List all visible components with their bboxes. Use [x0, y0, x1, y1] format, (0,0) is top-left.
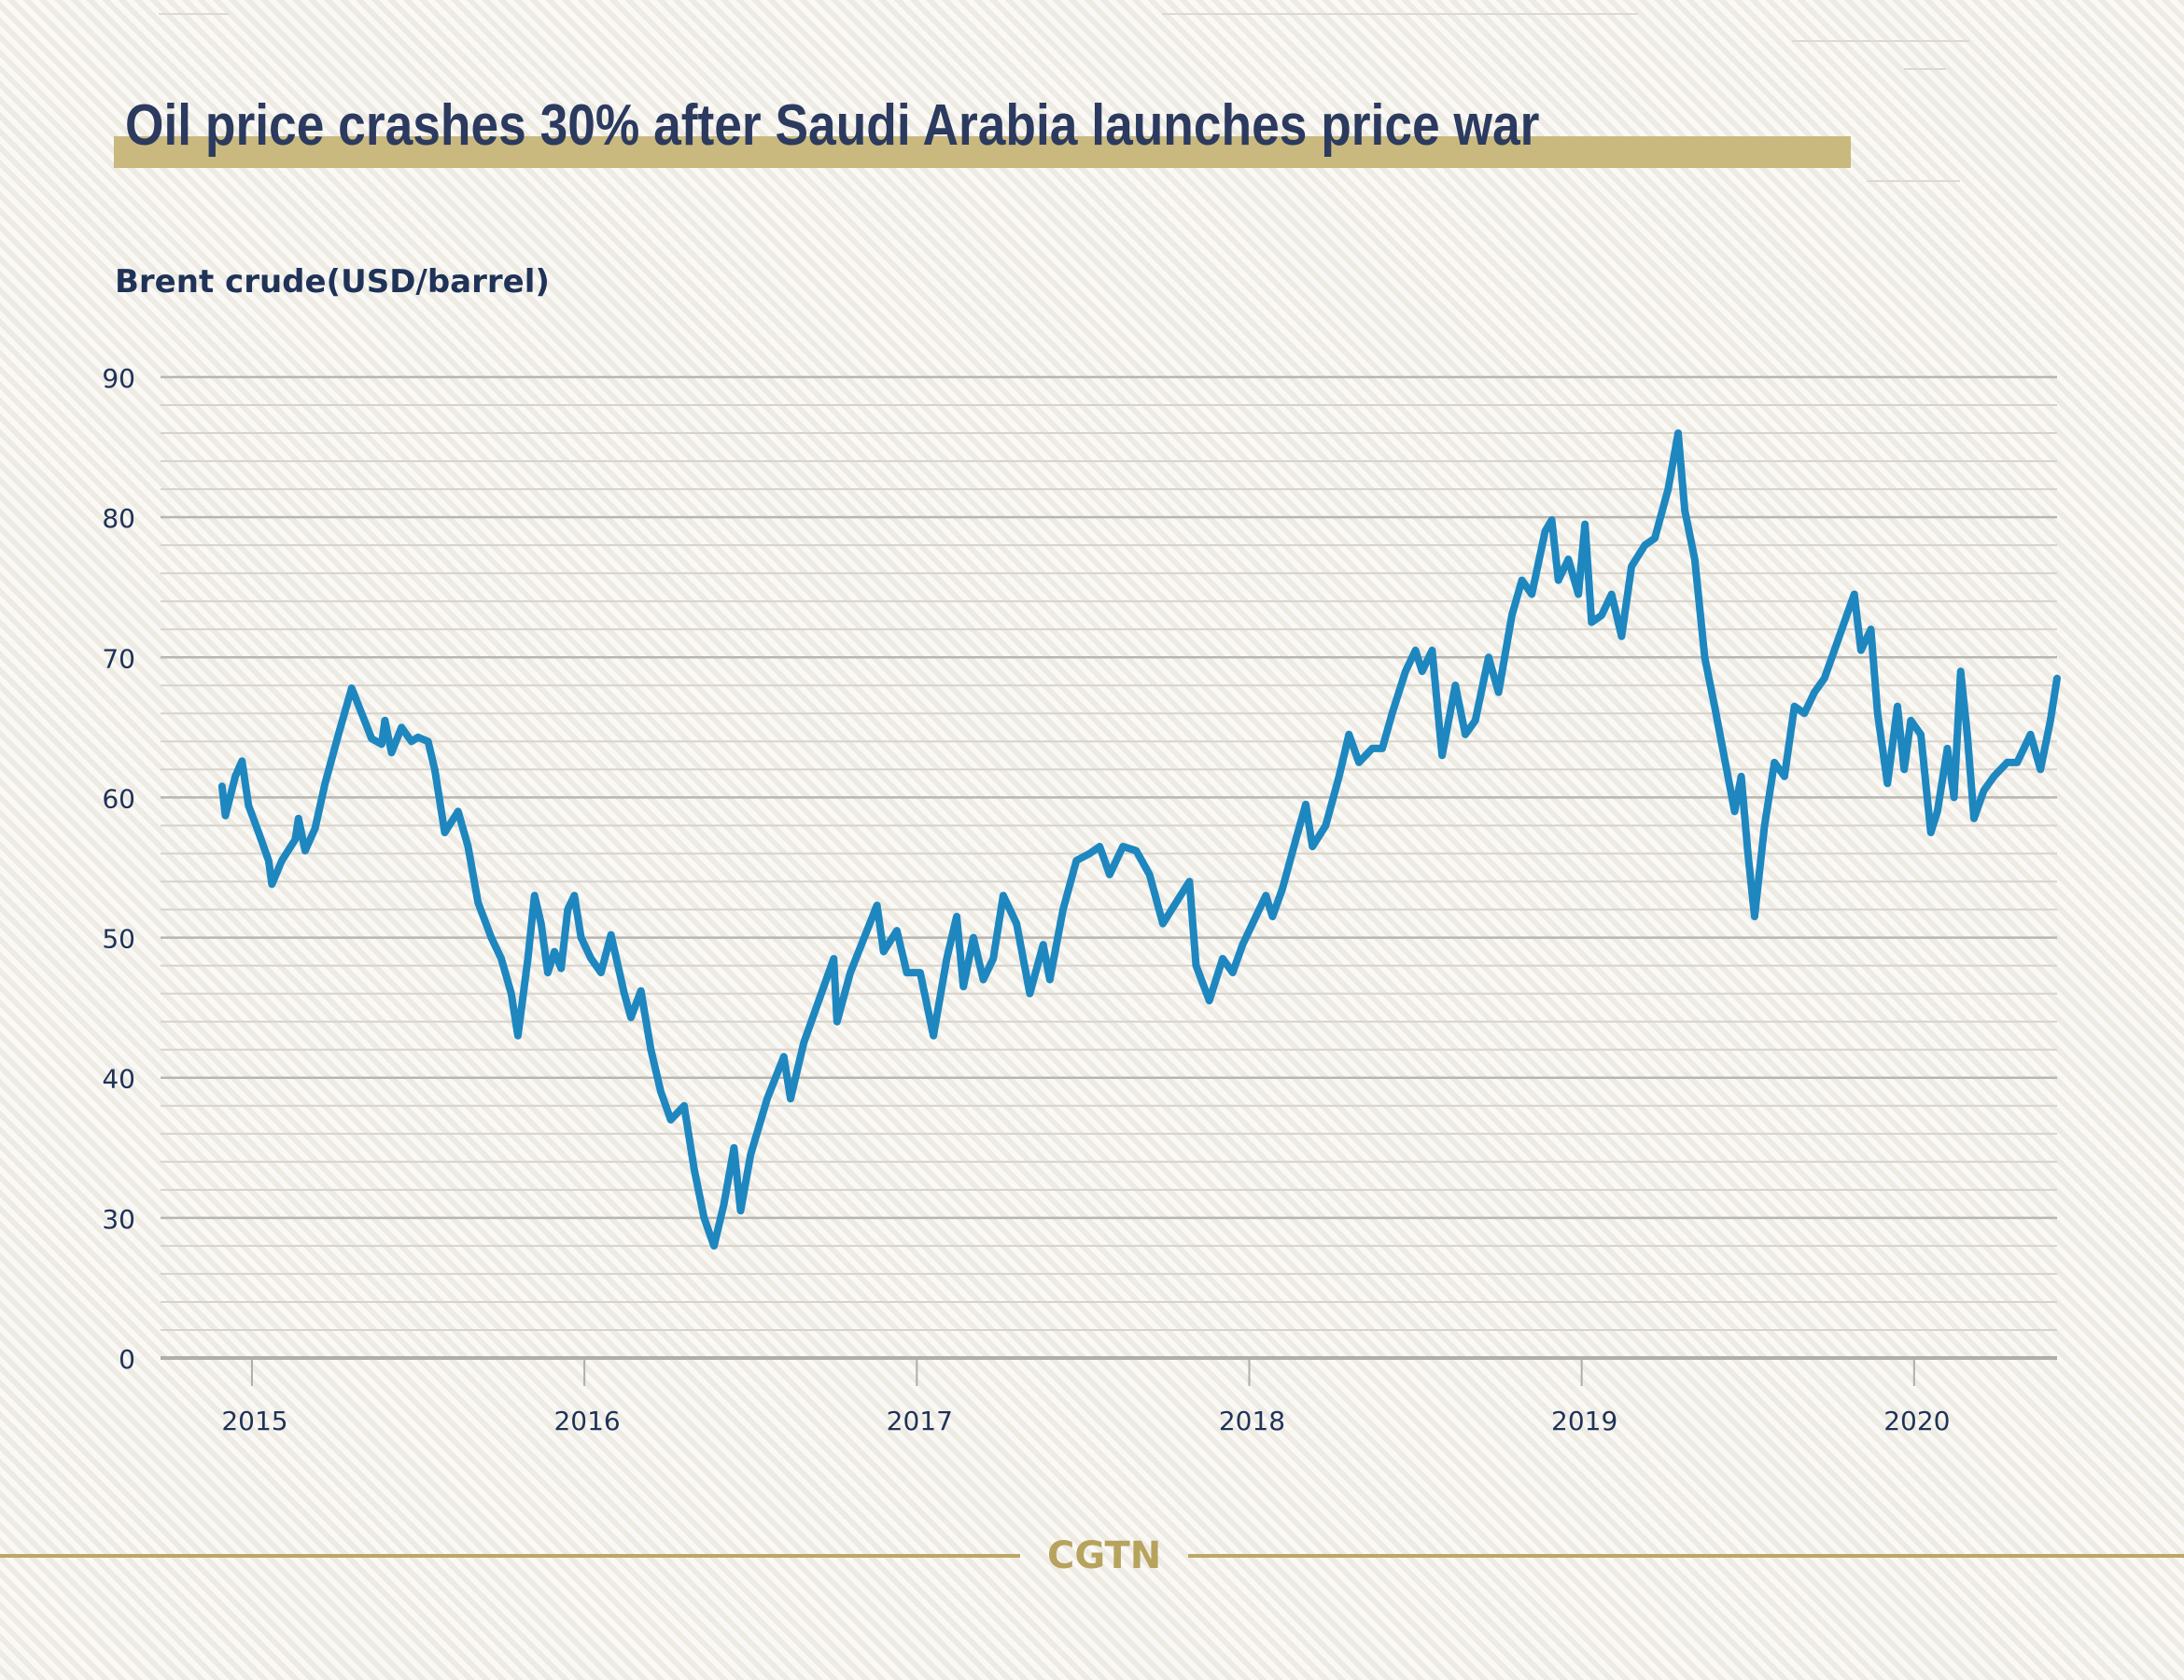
decorative-line	[1792, 40, 1969, 42]
x-tick-label: 2017	[887, 1406, 953, 1436]
y-tick-label: 90	[102, 363, 135, 394]
y-axis-title: Brent crude(USD/barrel)	[115, 263, 550, 301]
decorative-line	[1162, 13, 1638, 15]
brand-logo: CGTN	[1047, 1534, 1162, 1577]
chart-title: Oil price crashes 30% after Saudi Arabia…	[125, 93, 1540, 158]
footer-divider-left	[0, 1554, 1020, 1558]
x-tick-label: 2019	[1551, 1406, 1617, 1436]
decorative-line	[1867, 180, 1960, 182]
x-axis: 2015 2016 2017 2018 2019 2020	[161, 1356, 2057, 1436]
decorative-line	[1904, 68, 1946, 70]
y-axis-ticks: 0 30 40 50 60 70 80 90	[102, 363, 135, 1375]
y-tick-label: 80	[102, 503, 135, 534]
y-tick-label: 0	[119, 1344, 135, 1375]
x-tick-label: 2018	[1219, 1406, 1285, 1436]
footer-divider-right	[1188, 1554, 2184, 1558]
series-line-brent-crude	[217, 429, 2061, 1250]
gridlines	[161, 375, 2057, 1331]
x-tick-label: 2015	[221, 1406, 287, 1436]
x-tick-label: 2016	[553, 1406, 620, 1436]
x-tick-label: 2020	[1883, 1406, 1950, 1436]
series-group	[217, 429, 2061, 1250]
y-tick-label: 40	[102, 1064, 135, 1095]
y-tick-label: 60	[102, 783, 135, 814]
y-tick-label: 50	[102, 924, 135, 955]
y-tick-label: 30	[102, 1204, 135, 1235]
title-highlight-bar	[114, 136, 1851, 168]
decorative-line	[159, 13, 229, 15]
y-tick-label: 70	[102, 643, 135, 674]
